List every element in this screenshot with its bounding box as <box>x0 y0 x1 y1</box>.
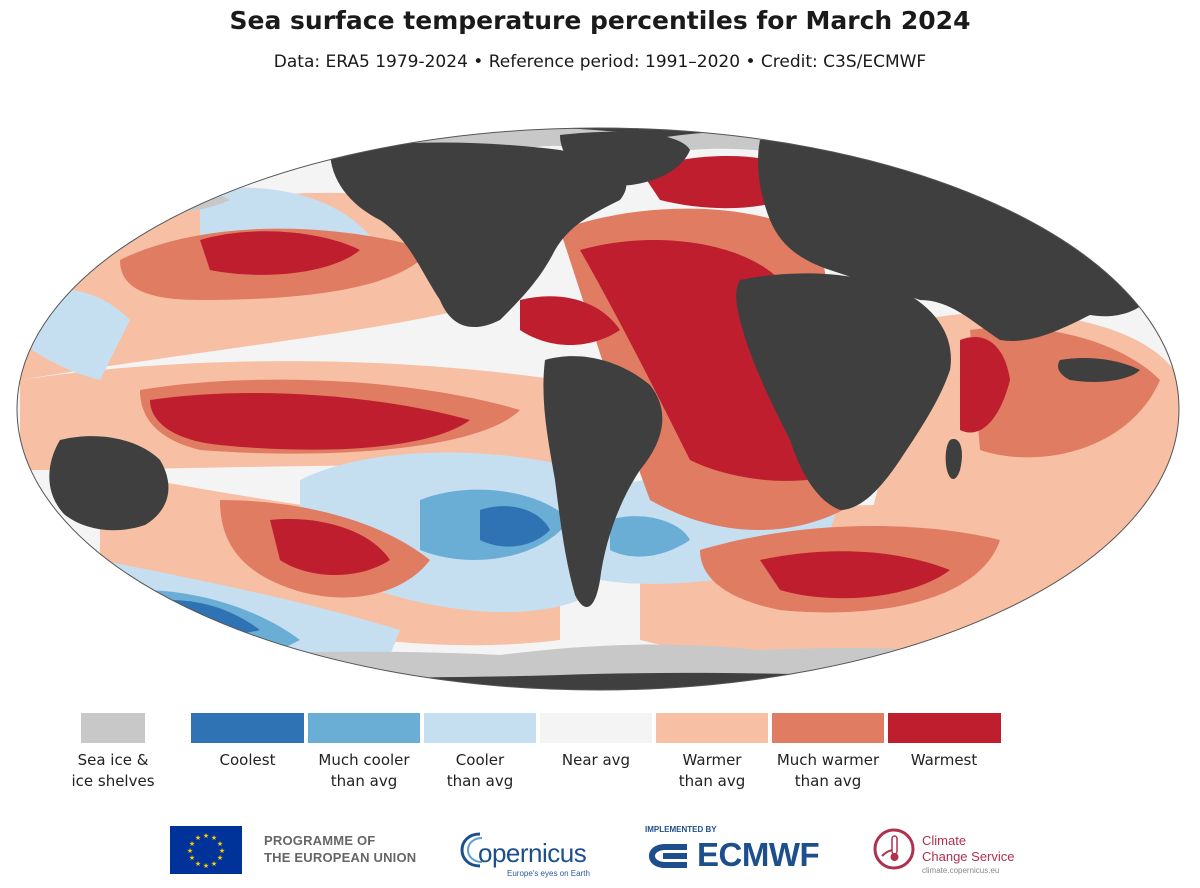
svg-text:★: ★ <box>195 860 201 868</box>
legend-label-cooler: Cooler than avg <box>446 751 514 790</box>
legend-label-much-warmer: Much warmer than avg <box>776 751 880 790</box>
coolest-east-pacific <box>480 506 550 547</box>
ecmwf-wordmark: ECMWF <box>697 836 820 873</box>
legend-swatch-coolest <box>191 713 304 743</box>
madagascar-land <box>945 439 962 480</box>
eu-flag-icon: ★ ★ ★ ★ ★ ★ ★ ★ ★ ★ ★ ★ <box>170 826 242 874</box>
svg-text:★: ★ <box>195 834 201 842</box>
page-title: Sea surface temperature percentiles for … <box>229 6 971 35</box>
page-subtitle: Data: ERA5 1979-2024 • Reference period:… <box>273 52 927 72</box>
much-warm-indian <box>970 327 1160 458</box>
copernicus-wordmark: opernicus <box>478 838 587 868</box>
legend-swatch-much-cooler <box>308 713 420 743</box>
ecmwf-implemented-label: IMPLEMENTED BY <box>645 825 717 834</box>
warmest-indian-west <box>960 336 1010 433</box>
legend-label-warmest: Warmest <box>910 751 978 769</box>
legend-swatch-cooler <box>424 713 536 743</box>
svg-text:★: ★ <box>189 854 195 862</box>
svg-text:★: ★ <box>187 847 193 855</box>
ecmwf-wave-icon <box>649 844 687 868</box>
australia-land <box>49 436 169 531</box>
svg-text:★: ★ <box>217 840 223 848</box>
c3s-url: climate.copernicus.eu <box>922 866 1000 875</box>
legend-label-coolest: Coolest <box>219 751 276 769</box>
indonesia-land <box>1058 358 1140 382</box>
svg-text:★: ★ <box>211 834 217 842</box>
eu-programme-label: PROGRAMME OF THE EUROPEAN UNION <box>264 833 417 865</box>
warmest-south-pacific <box>270 519 390 575</box>
c3s-thermometer-icon <box>873 828 915 870</box>
greenland-land <box>560 131 690 186</box>
copernicus-c-icon <box>460 832 483 868</box>
north-america-land <box>330 142 627 328</box>
warmest-equatorial-pacific <box>150 392 470 450</box>
svg-text:★: ★ <box>211 860 217 868</box>
legend-swatch-near-avg <box>540 713 652 743</box>
svg-text:★: ★ <box>219 847 225 855</box>
legend-label-near-avg: Near avg <box>561 751 631 769</box>
c3s-label: Climate Change Service <box>922 833 1015 864</box>
legend-swatch-warmest <box>888 713 1001 743</box>
copernicus-tagline: Europe's eyes on Earth <box>507 869 590 878</box>
legend-swatch-much-warmer <box>772 713 884 743</box>
legend-label-ice: Sea ice & ice shelves <box>71 751 155 790</box>
warmest-caribbean <box>520 296 620 345</box>
svg-text:★: ★ <box>189 840 195 848</box>
svg-text:★: ★ <box>203 832 209 840</box>
much-cool-south-atlantic <box>610 516 690 557</box>
south-america-land <box>543 356 663 607</box>
legend-swatch-ice <box>81 713 145 743</box>
legend-label-warmer: Warmer than avg <box>678 751 746 790</box>
africa-land <box>736 273 951 510</box>
legend-label-much-cooler: Much cooler than avg <box>318 751 410 790</box>
svg-text:★: ★ <box>217 854 223 862</box>
legend-swatch-warmer <box>656 713 768 743</box>
map-outline <box>16 127 1180 691</box>
svg-text:★: ★ <box>203 862 209 870</box>
warmest-north-pacific <box>200 231 360 275</box>
warmest-southern-indian <box>760 551 950 599</box>
